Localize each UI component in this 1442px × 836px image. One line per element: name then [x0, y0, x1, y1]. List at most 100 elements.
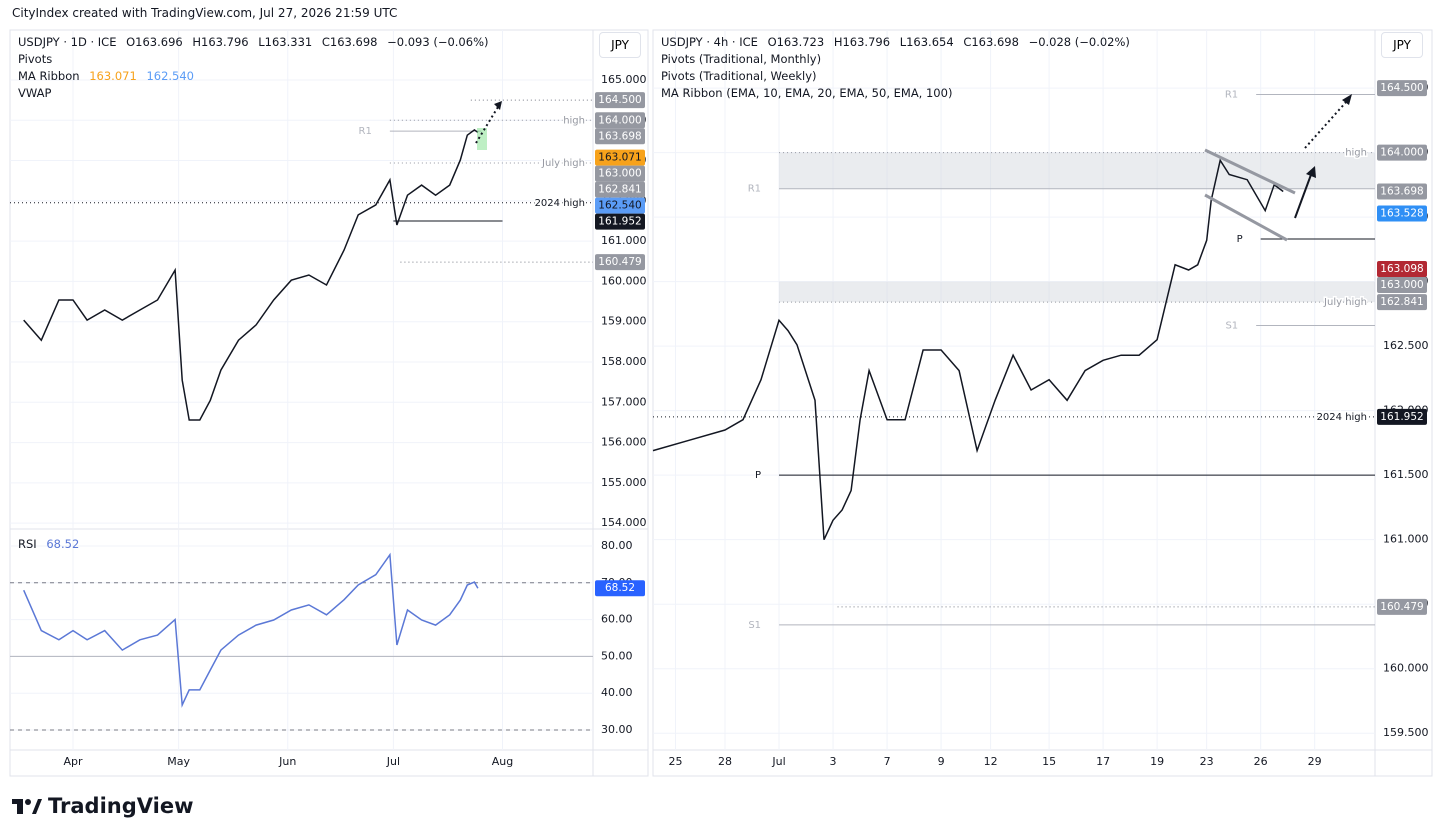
price-label-box [1377, 260, 1427, 277]
y-tick-label: 60.00 [601, 613, 633, 626]
rsi-legend: RSI 68.52 [18, 536, 85, 553]
y-tick-label: 165.000 [601, 73, 647, 86]
x-tick-label: 25 [669, 755, 683, 768]
price-label-box [595, 254, 645, 271]
y-tick-label: 160.000 [1383, 662, 1429, 675]
price-label: 162.540 [598, 200, 641, 212]
x-tick-label: Jul [386, 755, 400, 768]
price-label: 161.952 [598, 216, 641, 228]
price-label-box [1377, 598, 1427, 615]
series-line [23, 552, 479, 708]
price-label-box [595, 112, 645, 129]
y-tick-label: 162.500 [1383, 339, 1429, 352]
indicator: Pivots (Traditional, Weekly) [661, 69, 817, 83]
price-label-box [595, 580, 645, 597]
series-line [23, 128, 479, 421]
unit-button[interactable]: JPY [1381, 32, 1423, 58]
indicator: MA Ribbon (EMA, 10, EMA, 20, EMA, 50, EM… [661, 86, 953, 100]
x-tick-label: 23 [1200, 755, 1214, 768]
price-label: 163.000 [1380, 279, 1423, 291]
arrow-head [494, 101, 502, 110]
ohlc: L163.331 [258, 35, 313, 49]
price-label-box [1377, 205, 1427, 222]
price-label: 163.071 [598, 152, 641, 164]
price-label: 164.500 [598, 94, 641, 106]
ohlc: C163.698 [321, 35, 378, 49]
level-label: July high [1323, 297, 1367, 308]
x-tick-label: Jul [771, 755, 785, 768]
flag-line [1204, 148, 1296, 195]
level-label: P [755, 470, 761, 481]
y-tick-label: 161.500 [1383, 468, 1429, 481]
brand: TradingView [12, 794, 193, 818]
price-label: 163.000 [598, 168, 641, 180]
x-tick-label: 19 [1150, 755, 1164, 768]
ohlc: H163.796 [192, 35, 249, 49]
highlight [477, 128, 487, 150]
level-label: 2024 high [535, 198, 585, 209]
level-label: 2024 high [1317, 412, 1367, 423]
level-label: R1 [359, 126, 372, 137]
price-label: 162.841 [598, 184, 641, 196]
ohlc: H163.796 [833, 35, 891, 49]
unit-button[interactable]: JPY [599, 32, 641, 58]
projection-arrow [1304, 100, 1348, 149]
ohlc: O163.696 [126, 35, 183, 49]
symbol: USDJPY · 4h · ICE [661, 35, 758, 49]
level-label: S1 [748, 620, 761, 631]
price-label: 164.000 [598, 114, 641, 126]
x-tick-label: May [167, 755, 190, 768]
projection-arrow [475, 106, 499, 144]
price-label-box [595, 165, 645, 182]
y-tick-label: 159.500 [1383, 726, 1429, 739]
legend-row: USDJPY · 4h · ICE O163.723 H163.796 L163… [661, 34, 1136, 51]
level-label: high [563, 115, 585, 126]
price-label-box [595, 92, 645, 109]
price-label-box [595, 128, 645, 145]
price-label-box [1377, 276, 1427, 293]
x-tick-label: 7 [884, 755, 891, 768]
ma-value: 162.540 [146, 69, 194, 83]
price-label: 161.952 [1380, 411, 1423, 423]
price-label: 163.098 [1380, 263, 1423, 275]
price-label: 163.698 [598, 130, 641, 142]
x-tick-label: 28 [718, 755, 732, 768]
price-label-box [595, 149, 645, 166]
y-tick-label: 50.00 [601, 649, 633, 662]
price-label-box [1377, 183, 1427, 200]
price-label-box [595, 213, 645, 230]
y-tick-label: 160.000 [601, 274, 647, 287]
y-tick-label: 158.000 [601, 355, 647, 368]
breakout-arrow [1294, 171, 1313, 219]
y-tick-label: 159.000 [601, 315, 647, 328]
x-tick-label: 26 [1254, 755, 1268, 768]
indicator: MA Ribbon [18, 69, 80, 83]
level-label: R1 [748, 184, 761, 195]
price-label-box [1377, 408, 1427, 425]
x-tick-label: 29 [1308, 755, 1322, 768]
level-label: S1 [1225, 320, 1238, 331]
zone [779, 152, 1375, 189]
y-tick-label: 80.00 [601, 539, 633, 552]
price-label: 164.000 [1380, 147, 1423, 159]
price-label-box [595, 181, 645, 198]
y-tick-label: 40.00 [601, 686, 633, 699]
x-tick-label: Aug [492, 755, 513, 768]
price-label: 160.479 [1380, 601, 1423, 613]
price-label: 162.841 [1380, 296, 1423, 308]
symbol: USDJPY · 1D · ICE [18, 35, 117, 49]
x-tick-label: 3 [830, 755, 837, 768]
y-tick-label: 156.000 [601, 436, 647, 449]
indicator: Pivots [18, 52, 53, 66]
y-tick-label: 161.000 [1383, 533, 1429, 546]
x-tick-label: 9 [938, 755, 945, 768]
ohlc: C163.698 [963, 35, 1019, 49]
y-tick-label: 154.000 [601, 516, 647, 529]
price-label-box [1377, 80, 1427, 97]
y-tick-label: 157.000 [601, 395, 647, 408]
price-label: 163.698 [1380, 186, 1423, 198]
legend-row: MA Ribbon 163.071 162.540 [18, 68, 494, 85]
brand-logo [12, 799, 42, 814]
